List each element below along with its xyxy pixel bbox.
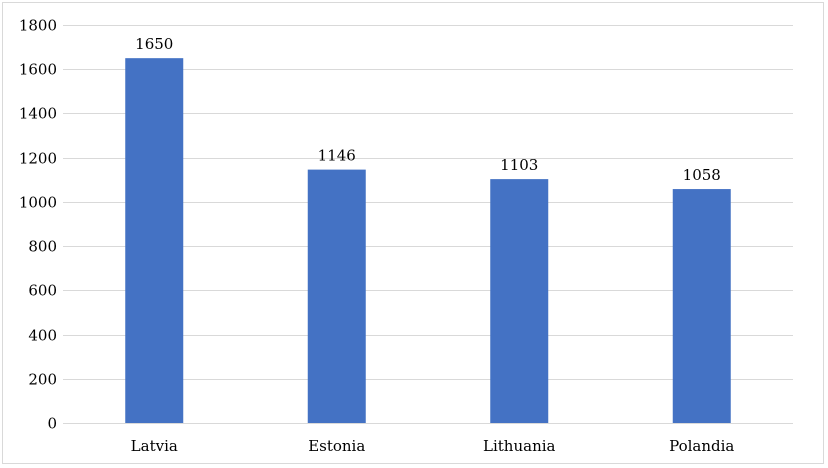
x-category-label: Polandia [669,437,734,455]
y-tick-label: 0 [47,415,57,433]
data-label: 1146 [318,147,356,165]
y-tick-label: 1800 [19,17,57,35]
x-category-label: Estonia [308,437,365,455]
x-category-label: Latvia [131,437,178,455]
data-label: 1103 [500,156,538,174]
y-tick-label: 1000 [19,194,57,212]
data-label: 1058 [683,166,721,184]
bars [125,58,731,424]
y-tick-label: 400 [28,327,57,345]
gridlines [63,25,793,424]
y-axis-tick-labels: 0 200 400 600 800 1000 1200 1400 1600 1800 [19,17,57,433]
y-tick-label: 200 [28,371,57,389]
data-labels: 1650 1146 1103 1058 [135,35,721,184]
y-tick-label: 1200 [19,150,57,168]
bar-polandia [672,189,731,423]
bar-chart: 0 200 400 600 800 1000 1200 1400 1600 1800 1650 11… [19,17,793,455]
y-tick-label: 1400 [19,105,57,123]
y-tick-label: 1600 [19,61,57,79]
x-category-label: Lithuania [483,437,556,455]
bar-estonia [307,169,366,423]
y-tick-label: 800 [28,238,57,256]
bar-lithuania [490,179,549,423]
x-axis-category-labels: Latvia Estonia Lithuania Polandia [131,437,735,455]
y-tick-label: 600 [28,282,57,300]
data-label: 1650 [135,35,173,53]
bar-latvia [125,58,184,424]
